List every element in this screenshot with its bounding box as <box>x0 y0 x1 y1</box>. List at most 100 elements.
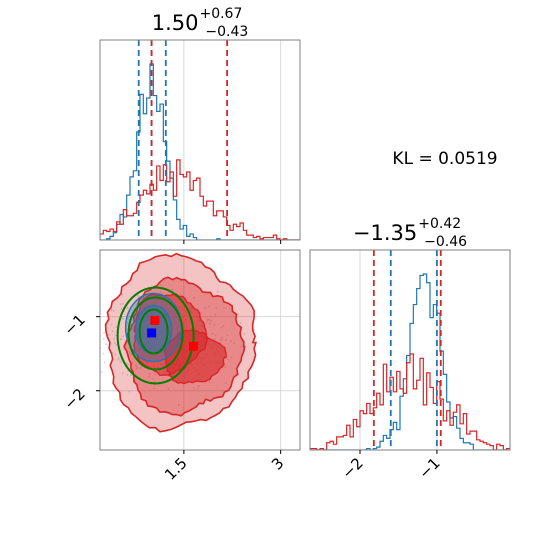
scatter-point <box>180 294 182 297</box>
y-tick-label: −2 <box>60 385 88 413</box>
scatter-point <box>206 320 209 323</box>
scatter-point <box>149 372 151 375</box>
scatter-point <box>126 373 129 376</box>
scatter-point <box>131 320 134 322</box>
histogram-step-line <box>310 273 510 450</box>
scatter-point <box>108 333 110 336</box>
scatter-point <box>229 339 232 342</box>
scatter-point <box>160 291 163 294</box>
scatter-point <box>103 361 106 364</box>
x-tick-label: 3 <box>268 454 287 473</box>
histogram-step-line <box>310 353 510 450</box>
scatter-point <box>97 321 99 323</box>
scatter-point <box>214 338 216 340</box>
scatter-point <box>122 302 125 305</box>
scatter-point <box>110 309 113 312</box>
scatter-point <box>111 330 114 333</box>
scatter-point <box>102 352 105 355</box>
scatter-point <box>148 376 150 378</box>
marker-square <box>147 328 157 338</box>
scatter-point <box>208 322 211 325</box>
scatter-point <box>126 306 129 309</box>
scatter-point <box>119 360 122 363</box>
hist-param1-grid <box>359 250 438 450</box>
scatter-point <box>112 310 115 312</box>
scatter-point <box>117 358 120 361</box>
x-tick-label: −2 <box>338 454 366 482</box>
hist-param0-grid <box>183 40 282 240</box>
marker-square <box>189 341 199 351</box>
scatter-point <box>121 317 124 320</box>
kl-annotation: KL = 0.0519 <box>392 149 497 169</box>
scatter-point <box>93 300 95 302</box>
scatter-point <box>203 306 206 309</box>
scatter-point <box>180 280 182 282</box>
scatter-point <box>237 313 240 316</box>
scatter-point <box>119 337 122 340</box>
scatter-point <box>224 339 227 341</box>
hist-param1-frame <box>309 249 511 451</box>
contour-markers <box>147 315 199 351</box>
scatter-point <box>100 371 103 373</box>
scatter-point <box>104 343 107 346</box>
scatter-point <box>222 325 225 327</box>
scatter-point <box>177 403 180 406</box>
scatter-point <box>224 366 227 369</box>
scatter-point <box>224 382 227 384</box>
scatter-point <box>130 374 132 377</box>
scatter-point <box>121 372 124 375</box>
scatter-point <box>135 363 138 366</box>
scatter-point <box>130 353 132 356</box>
scatter-point <box>114 342 116 345</box>
scatter-point <box>239 321 242 324</box>
scatter-point <box>120 308 123 310</box>
scatter-point <box>216 290 219 293</box>
scatter-point <box>115 326 117 328</box>
scatter-point <box>208 305 211 308</box>
scatter-point <box>208 381 211 384</box>
scatter-point <box>152 377 155 380</box>
green-ellipse-outer <box>116 286 195 385</box>
scatter-point <box>221 336 223 339</box>
scatter-point <box>93 343 95 345</box>
scatter-point <box>210 319 213 322</box>
scatter-point <box>226 334 229 337</box>
scatter-point <box>120 303 122 306</box>
scatter-point <box>220 326 223 329</box>
histogram-step-line <box>100 63 300 240</box>
contour-frame <box>99 249 301 451</box>
scatter-point <box>239 345 242 348</box>
contour-content <box>91 252 257 433</box>
marker-square <box>150 315 160 325</box>
scatter-point <box>103 331 106 334</box>
hist-param0-title: 1.50+0.67 −0.43 <box>152 6 249 40</box>
hist-param0-panel: 1.50+0.67 −0.43 <box>99 6 301 244</box>
green-ellipse-mid <box>127 296 184 371</box>
scatter-point <box>198 385 200 387</box>
scatter-point <box>153 387 155 389</box>
green-ellipse-inner <box>138 308 169 355</box>
scatter-point <box>206 318 209 321</box>
scatter-point <box>167 388 170 390</box>
hist-param0-frame <box>99 39 301 241</box>
hist-param1-title: −1.35+0.42 −0.46 <box>353 216 467 250</box>
hist-param1-panel: −2 −1 −1.35+0.42 −0.46 <box>309 216 511 482</box>
scatter-point <box>91 345 93 347</box>
scatter-point <box>136 294 139 297</box>
scatter-point <box>102 337 105 340</box>
y-tick-label: −1 <box>60 311 88 339</box>
scatter-point <box>131 361 134 364</box>
scatter-point <box>138 295 141 298</box>
scatter-point <box>215 307 218 309</box>
contour-panel: 1.5 3 −1 −2 <box>60 249 301 484</box>
scatter-point <box>110 323 113 326</box>
scatter-point <box>213 324 216 326</box>
red-contour-inner-b <box>163 329 227 385</box>
hist-param1-ticks: −2 −1 <box>338 450 444 482</box>
scatter-point <box>135 367 138 370</box>
scatter-point <box>230 356 233 359</box>
scatter-point <box>208 318 210 321</box>
scatter-point <box>128 390 131 393</box>
scatter-point <box>113 337 116 340</box>
